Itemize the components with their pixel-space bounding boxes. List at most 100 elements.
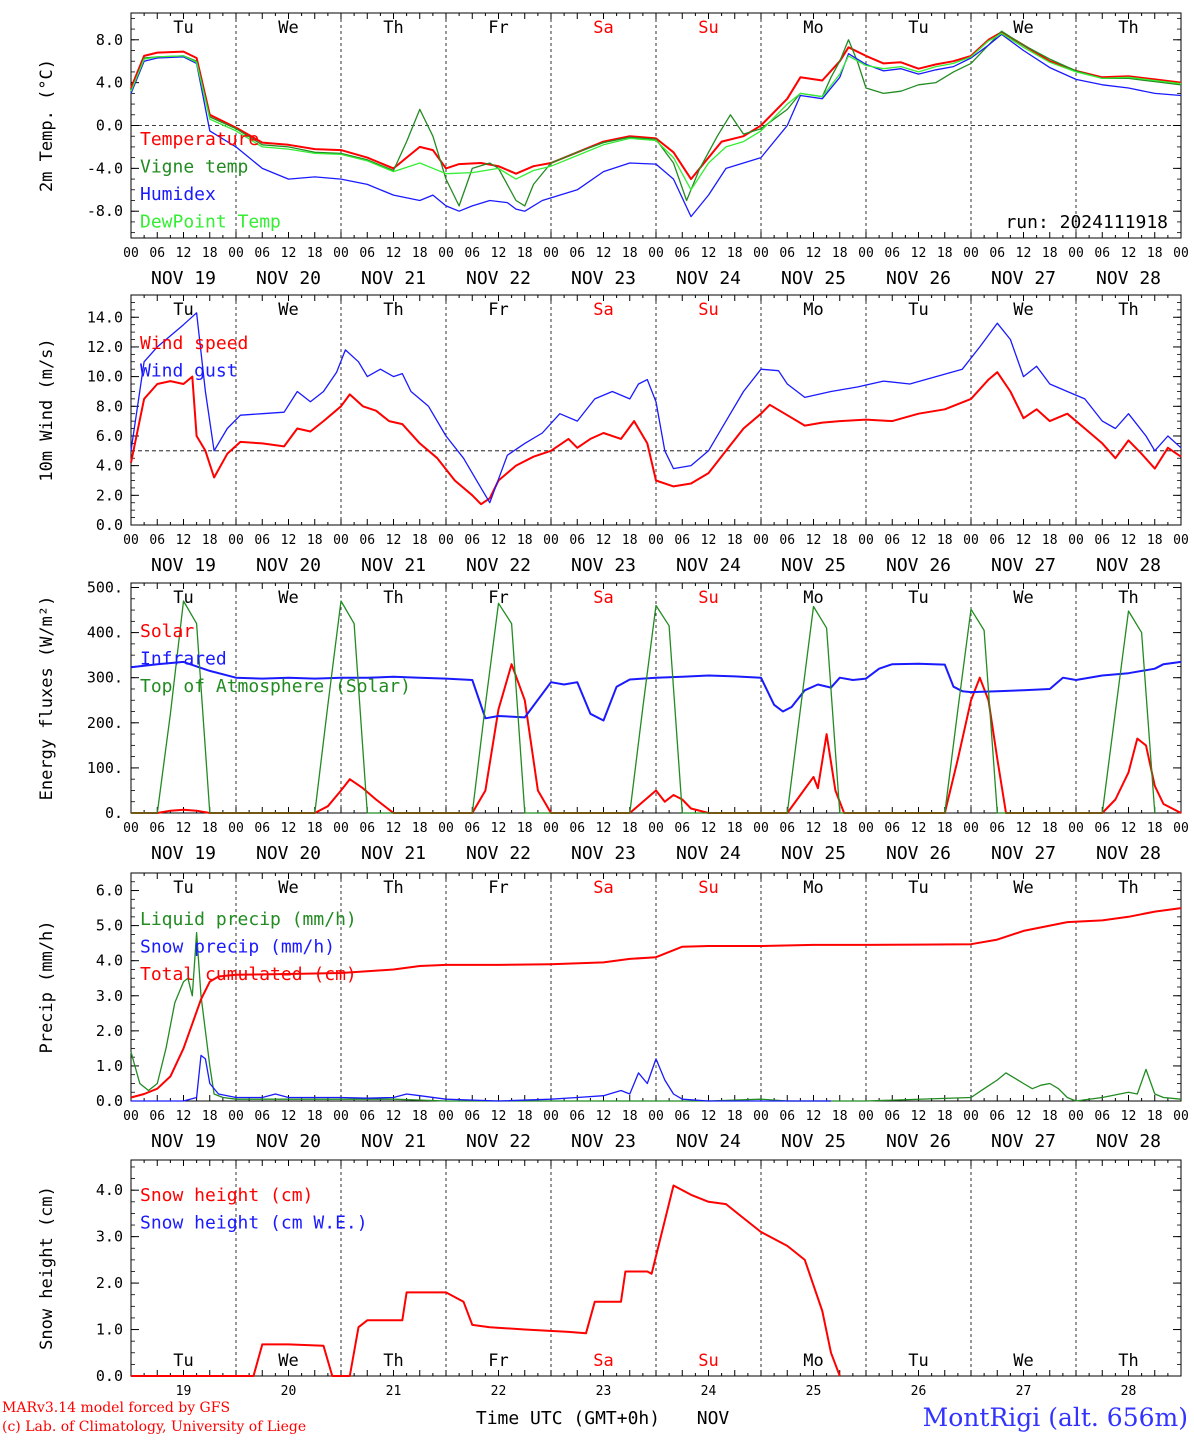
weekday-label: Su xyxy=(698,878,718,898)
x-day-label: NOV 21 xyxy=(361,843,426,864)
run-label: run: 2024111918 xyxy=(1005,212,1168,233)
y-tick-label: 0.0 xyxy=(96,1367,123,1385)
x-tick-label: 18 xyxy=(622,246,638,261)
x-tick-label: 12 xyxy=(1121,821,1137,836)
weekday-label: Tu xyxy=(908,18,928,38)
x-tick-label: 18 xyxy=(622,533,638,548)
y-axis-label: 2m Temp. (°C) xyxy=(37,59,57,192)
y-tick-label: 8.0 xyxy=(96,397,123,415)
x-daynum-label: 22 xyxy=(491,1384,507,1399)
x-tick-label: 06 xyxy=(149,246,165,261)
weekday-label: We xyxy=(1013,588,1033,608)
x-daynum-label: 26 xyxy=(911,1384,927,1399)
x-tick-label: 00 xyxy=(333,246,349,261)
weekday-label: Tu xyxy=(173,18,193,38)
y-tick-label: -4.0 xyxy=(87,159,123,177)
x-day-label: NOV 24 xyxy=(676,1131,741,1152)
legend-entry: Wind gust xyxy=(140,361,238,382)
weekday-label: Sa xyxy=(593,300,613,320)
x-tick-label: 12 xyxy=(491,246,507,261)
x-tick-label: 06 xyxy=(779,821,795,836)
weekday-label: Tu xyxy=(173,1351,193,1371)
y-tick-label: 0.0 xyxy=(96,117,123,135)
x-tick-label: 18 xyxy=(202,533,218,548)
x-tick-label: 18 xyxy=(1042,246,1058,261)
x-tick-label: 12 xyxy=(491,821,507,836)
x-tick-label: 00 xyxy=(1068,533,1084,548)
x-tick-label: 12 xyxy=(281,1109,297,1124)
x-tick-label: 18 xyxy=(202,821,218,836)
x-tick-label: 12 xyxy=(176,246,192,261)
series-line-total-cumulated-cm- xyxy=(130,907,1182,1099)
x-tick-label: 00 xyxy=(333,533,349,548)
x-tick-label: 06 xyxy=(884,533,900,548)
y-tick-label: 3.0 xyxy=(96,1228,123,1246)
weekday-label: Fr xyxy=(488,1351,508,1371)
x-tick-label: 06 xyxy=(149,533,165,548)
x-tick-label: 12 xyxy=(911,1109,927,1124)
x-tick-label: 12 xyxy=(386,533,402,548)
x-tick-label: 00 xyxy=(228,246,244,261)
x-tick-label: 12 xyxy=(596,821,612,836)
x-tick-label: 00 xyxy=(438,246,454,261)
x-day-label: NOV 27 xyxy=(991,1131,1056,1152)
y-tick-label: 4.0 xyxy=(96,952,123,970)
x-day-label: NOV 20 xyxy=(256,268,321,289)
y-tick-label: 4.0 xyxy=(96,457,123,475)
x-day-label: NOV 23 xyxy=(571,843,636,864)
x-day-label: NOV 28 xyxy=(1096,555,1161,576)
weekday-label: Tu xyxy=(908,1351,928,1371)
panel-4: 6.0 5.0 4.0 3.0 2.0 1.0 0.0 Precip (mm/h) Tu We Th… xyxy=(37,872,1189,1152)
x-tick-label: 00 xyxy=(858,246,874,261)
x-tick-label: 00 xyxy=(228,821,244,836)
x-tick-label: 12 xyxy=(1016,533,1032,548)
x-tick-label: 12 xyxy=(596,246,612,261)
weekday-label: Tu xyxy=(908,878,928,898)
x-tick-label: 18 xyxy=(727,246,743,261)
x-day-label: NOV 21 xyxy=(361,268,426,289)
x-tick-label: 06 xyxy=(569,246,585,261)
x-tick-label: 18 xyxy=(937,533,953,548)
x-tick-label: 06 xyxy=(464,821,480,836)
weekday-label: Mo xyxy=(803,1351,823,1371)
series-line-temperature xyxy=(130,31,1182,181)
x-axis-label: Time UTC (GMT+0h) xyxy=(476,1408,660,1429)
x-tick-label: 00 xyxy=(438,533,454,548)
weekday-label: Fr xyxy=(488,588,508,608)
y-tick-label: 3.0 xyxy=(96,987,123,1005)
x-tick-label: 06 xyxy=(674,246,690,261)
x-tick-label: 12 xyxy=(806,246,822,261)
y-tick-label: 0. xyxy=(105,804,123,822)
weekday-label: Sa xyxy=(593,878,613,898)
weekday-label: We xyxy=(278,300,298,320)
x-tick-label: 18 xyxy=(202,246,218,261)
y-tick-label: 2.0 xyxy=(96,1274,123,1292)
x-tick-label: 12 xyxy=(176,533,192,548)
x-tick-label: 12 xyxy=(281,821,297,836)
x-day-label: NOV 19 xyxy=(151,555,216,576)
weekday-label: Tu xyxy=(173,878,193,898)
x-day-label: NOV 25 xyxy=(781,843,846,864)
x-day-label: NOV 22 xyxy=(466,555,531,576)
weekday-label: Tu xyxy=(908,300,928,320)
x-tick-label: 06 xyxy=(359,821,375,836)
weekday-label: We xyxy=(278,878,298,898)
weekday-label: We xyxy=(278,1351,298,1371)
x-daynum-label: 19 xyxy=(176,1384,192,1399)
x-tick-label: 06 xyxy=(464,1109,480,1124)
y-tick-label: 100. xyxy=(87,759,123,777)
y-tick-label: 500. xyxy=(87,579,123,597)
y-axis-label: Precip (mm/h) xyxy=(37,920,57,1053)
series-line-top-of-atmosphere-solar- xyxy=(131,600,1156,814)
x-tick-label: 00 xyxy=(228,1109,244,1124)
x-tick-label: 06 xyxy=(989,1109,1005,1124)
legend-entry: Infrared xyxy=(140,649,227,670)
x-tick-label: 12 xyxy=(596,1109,612,1124)
x-tick-label: 18 xyxy=(307,246,323,261)
x-tick-label: 18 xyxy=(832,533,848,548)
series-line-wind-gust xyxy=(130,312,1182,504)
x-tick-label: 18 xyxy=(307,1109,323,1124)
x-tick-label: 18 xyxy=(202,1109,218,1124)
x-tick-label: 12 xyxy=(281,246,297,261)
x-tick-label: 12 xyxy=(806,821,822,836)
